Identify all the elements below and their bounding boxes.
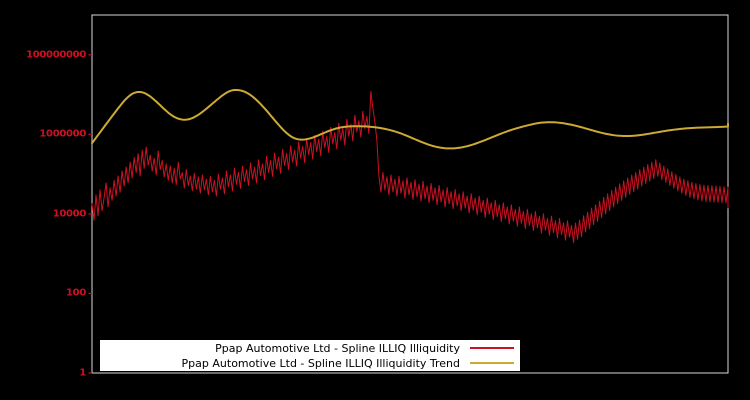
y-tick-label: 100000000	[26, 49, 86, 61]
y-tick-label: 1000000	[39, 128, 86, 140]
series-illiquidity	[91, 90, 729, 244]
y-axis-tick-marks	[88, 54, 92, 374]
y-tick-label: 10000	[52, 208, 87, 220]
y-tick-label: 100	[66, 287, 86, 299]
legend-label-illiquidity: Ppap Automotive Ltd - Spline ILLIQ Illiq…	[215, 341, 460, 355]
chart-legend[interactable]: Ppap Automotive Ltd - Spline ILLIQ Illiq…	[100, 340, 520, 371]
legend-entry-illiquidity-trend[interactable]: Ppap Automotive Ltd - Spline ILLIQ Illiq…	[100, 356, 514, 371]
y-tick-label: 1	[79, 367, 86, 379]
legend-swatch-illiquidity-trend	[470, 362, 514, 364]
legend-swatch-illiquidity	[470, 347, 514, 349]
legend-entry-illiquidity[interactable]: Ppap Automotive Ltd - Spline ILLIQ Illiq…	[100, 341, 514, 356]
series-illiquidity-trend	[91, 88, 729, 150]
legend-label-illiquidity-trend: Ppap Automotive Ltd - Spline ILLIQ Illiq…	[181, 356, 460, 370]
data-series-layer	[91, 88, 729, 244]
